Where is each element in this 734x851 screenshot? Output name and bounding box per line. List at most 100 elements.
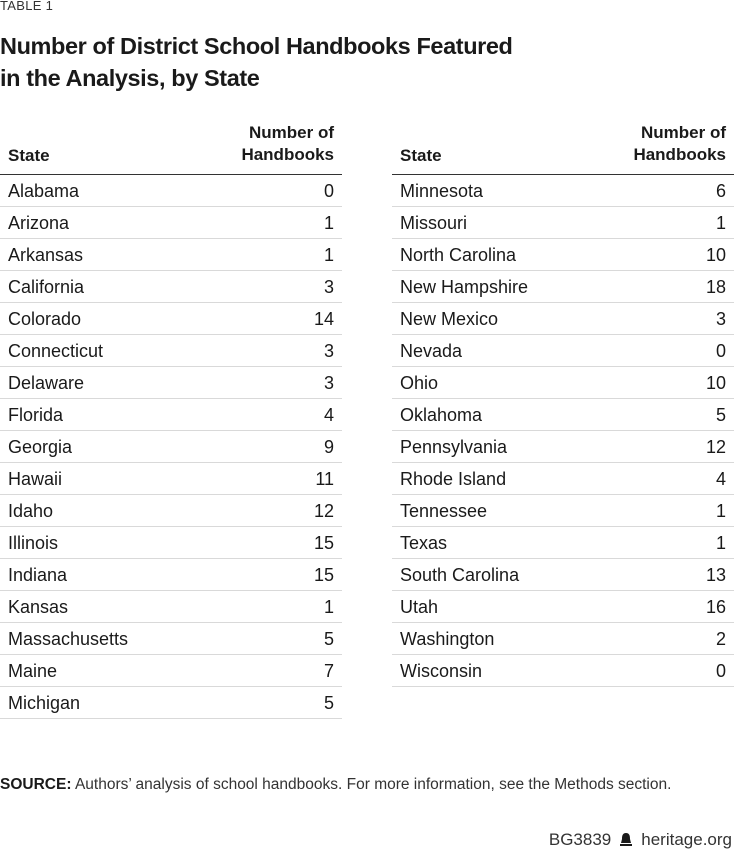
state-name: North Carolina (400, 245, 517, 265)
state-name: Maine (8, 661, 58, 681)
header-state: State (400, 146, 442, 165)
source: SOURCE: Authors’ analysis of school hand… (0, 776, 671, 794)
state-name: Rhode Island (400, 469, 507, 489)
source-text: Authors’ analysis of school handbooks. F… (74, 776, 672, 793)
state-name: South Carolina (400, 565, 520, 585)
handbook-count: 15 (313, 533, 334, 553)
table-row: Georgia 9 (0, 431, 342, 463)
table-row: Rhode Island 4 (392, 463, 734, 495)
table-row: Michigan 5 (0, 687, 342, 719)
table-row: Utah 16 (392, 591, 734, 623)
handbook-count: 3 (323, 373, 334, 393)
title-line: Number of District School Handbooks Feat… (0, 33, 513, 59)
handbook-count: 1 (323, 213, 334, 233)
state-name: Wisconsin (400, 661, 483, 681)
table-left: State Number of Handbooks Alabama 0 Arizona 1 A… (0, 118, 342, 719)
table-row: Alabama 0 (0, 175, 342, 207)
handbook-count: 5 (323, 693, 334, 713)
handbook-count: 16 (705, 597, 726, 617)
handbook-count: 14 (313, 309, 334, 329)
state-name: New Mexico (400, 309, 499, 329)
table-row: South Carolina 13 (392, 559, 734, 591)
state-name: Delaware (8, 373, 85, 393)
handbook-count: 12 (705, 437, 726, 457)
table-row: Pennsylvania 12 (392, 431, 734, 463)
table-row: Kansas 1 (0, 591, 342, 623)
table-row: Arkansas 1 (0, 239, 342, 271)
handbook-count: 10 (705, 245, 726, 265)
title-line: in the Analysis, by State (0, 65, 260, 91)
table-right: State Number of Handbooks Minnesota 6 Missour… (392, 118, 734, 687)
state-name: Michigan (8, 693, 81, 713)
state-name: Florida (8, 405, 64, 425)
header-count-line: Number of (641, 123, 726, 142)
handbook-count: 13 (705, 565, 726, 585)
handbook-count: 10 (705, 373, 726, 393)
handbook-count: 0 (715, 661, 726, 681)
header-count-line: Handbooks (241, 145, 334, 164)
source-label: SOURCE: (0, 776, 72, 793)
state-name: Washington (400, 629, 495, 649)
table-row: Minnesota 6 (392, 175, 734, 207)
state-name: Arkansas (8, 245, 84, 265)
state-name: Georgia (8, 437, 73, 457)
handbook-count: 4 (715, 469, 726, 489)
report-code: BG3839 (548, 830, 612, 849)
state-name: Indiana (8, 565, 68, 585)
state-name: Minnesota (400, 181, 484, 201)
table-row: New Hampshire 18 (392, 271, 734, 303)
bell-icon (620, 833, 633, 846)
table-row: Tennessee 1 (392, 495, 734, 527)
table-row: California 3 (0, 271, 342, 303)
handbook-count: 7 (323, 661, 334, 681)
table-row: Colorado 14 (0, 303, 342, 335)
state-name: Utah (400, 597, 439, 617)
handbook-count: 1 (323, 597, 334, 617)
state-name: Idaho (8, 501, 54, 521)
table-row: Missouri 1 (392, 207, 734, 239)
state-name: Alabama (8, 181, 80, 201)
handbook-count: 3 (323, 341, 334, 361)
state-name: New Hampshire (400, 277, 529, 297)
table-row: Texas 1 (392, 527, 734, 559)
state-name: Arizona (8, 213, 70, 233)
table-row: Arizona 1 (0, 207, 342, 239)
handbook-count: 11 (315, 469, 334, 489)
table-row: Nevada 0 (392, 335, 734, 367)
handbook-count: 1 (715, 501, 726, 521)
handbook-count: 4 (323, 405, 334, 425)
table-row: Washington 2 (392, 623, 734, 655)
header-count-line: Handbooks (633, 145, 726, 164)
header-count-line: Number of (249, 123, 334, 142)
table-row: Idaho 12 (0, 495, 342, 527)
state-name: California (8, 277, 85, 297)
title: Number of District School Handbooks Feat… (0, 30, 620, 94)
state-name: Texas (400, 533, 448, 553)
state-name: Massachusetts (8, 629, 129, 649)
header-count: Number of Handbooks (633, 122, 726, 166)
footer: BG3839 heritage.org (549, 830, 732, 850)
table-row: Indiana 15 (0, 559, 342, 591)
state-name: Connecticut (8, 341, 104, 361)
state-name: Oklahoma (400, 405, 483, 425)
handbook-count: 5 (715, 405, 726, 425)
state-name: Kansas (8, 597, 69, 617)
table-row: Illinois 15 (0, 527, 342, 559)
state-name: Illinois (8, 533, 59, 553)
handbook-count: 5 (323, 629, 334, 649)
handbook-count: 1 (323, 245, 334, 265)
table-header: State Number of Handbooks (392, 118, 734, 175)
handbook-count: 18 (705, 277, 726, 297)
handbook-count: 0 (323, 181, 334, 201)
state-name: Hawaii (8, 469, 63, 489)
state-name: Ohio (400, 373, 439, 393)
table-row: Massachusetts 5 (0, 623, 342, 655)
handbook-count: 9 (323, 437, 334, 457)
handbook-count: 1 (715, 213, 726, 233)
handbook-count: 12 (313, 501, 334, 521)
header-state: State (8, 146, 50, 165)
table-row: North Carolina 10 (392, 239, 734, 271)
table-header: State Number of Handbooks (0, 118, 342, 175)
header-count: Number of Handbooks (241, 122, 334, 166)
